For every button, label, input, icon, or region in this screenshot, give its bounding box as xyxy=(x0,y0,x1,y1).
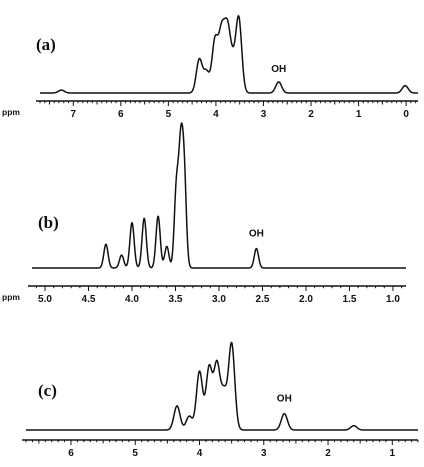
spectrum-panel-a: (a) OH 7 6 5 4 3 2 1 0 ppm xyxy=(2,15,419,120)
x-tick-label: 6 xyxy=(68,448,74,459)
x-tick-label: 5 xyxy=(166,109,172,120)
peak-annotation: OH xyxy=(277,394,292,405)
x-tick-label: 6 xyxy=(118,109,124,120)
spectrum-trace xyxy=(39,15,419,94)
peak-annotation: OH xyxy=(249,229,264,240)
x-tick-label: 2 xyxy=(325,448,331,459)
x-tick-label: 2.5 xyxy=(256,294,270,305)
x-tick-label: 3 xyxy=(261,109,267,120)
x-tick-label: 2 xyxy=(308,109,314,120)
x-tick-label: 4.0 xyxy=(125,294,139,305)
x-tick-label: 5.0 xyxy=(38,294,52,305)
x-axis-label: ppm xyxy=(2,107,20,117)
x-tick-label: 4.5 xyxy=(82,294,96,305)
x-tick-label: 2.0 xyxy=(299,294,313,305)
peak-annotation: OH xyxy=(271,64,286,75)
x-tick-label: 3 xyxy=(261,448,267,459)
spectrum-trace xyxy=(31,122,407,269)
panel-label: (b) xyxy=(38,213,59,232)
x-tick-label: 1 xyxy=(390,448,396,459)
x-tick-label: 3.5 xyxy=(169,294,183,305)
panel-label: (c) xyxy=(38,381,57,400)
panel-label: (a) xyxy=(36,35,56,54)
x-tick-label: 1.5 xyxy=(343,294,357,305)
x-tick-label: 0 xyxy=(403,109,409,120)
x-tick-label: 1.0 xyxy=(386,294,400,305)
spectrum-panel-c: (c) OH 6 5 4 3 2 1 xyxy=(22,341,419,459)
x-tick-label: 7 xyxy=(71,109,77,120)
x-tick-label: 1 xyxy=(356,109,362,120)
x-axis-label: ppm xyxy=(2,292,20,302)
x-tick-label: 4 xyxy=(197,448,203,459)
x-tick-label: 3.0 xyxy=(212,294,226,305)
x-tick-label: 5 xyxy=(132,448,138,459)
x-tick-label: 4 xyxy=(213,109,219,120)
spectrum-trace xyxy=(25,341,419,431)
spectrum-panel-b: (b) OH 5.0 4.5 4.0 3.5 3.0 2.5 2.0 1.5 1.0 ppm xyxy=(2,122,407,305)
